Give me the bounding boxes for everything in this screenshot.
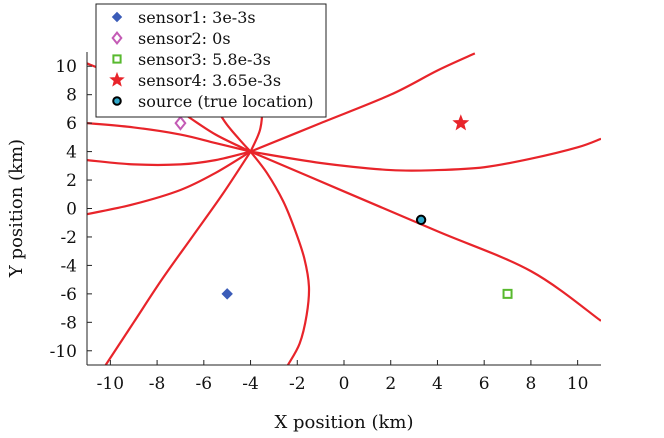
marker-series-4 <box>452 114 470 131</box>
legend-marker <box>112 96 122 106</box>
x-tick-label: -6 <box>196 374 213 394</box>
hyperbola-curve-3 <box>87 150 251 167</box>
legend: sensor1: 3e-3s sensor2: 0s sensor3: 5.8e-3… <box>95 3 327 118</box>
y-tick-label: 10 <box>55 57 77 77</box>
hyperbola-curve-10 <box>250 137 601 172</box>
legend-marker <box>111 11 123 23</box>
legend-marker <box>109 71 125 87</box>
x-tick-label: -4 <box>242 374 259 394</box>
x-tick-label: 0 <box>339 374 350 394</box>
legend-entry-1: sensor1: 3e-3s <box>138 8 256 27</box>
marker-series-2 <box>174 115 187 131</box>
y-tick-label: 6 <box>66 114 77 134</box>
y-tick-label: -8 <box>60 313 77 333</box>
x-tick-label: 2 <box>385 374 396 394</box>
y-axis-title: Y position (km) <box>6 139 27 278</box>
x-tick-label: -2 <box>289 374 306 394</box>
legend-marker <box>111 30 123 46</box>
x-tick-label: 10 <box>567 374 589 394</box>
y-tick-label: -4 <box>60 256 77 276</box>
hyperbola-curve-7 <box>249 150 311 365</box>
legend-marker <box>112 54 122 64</box>
hyperbola-curves <box>87 52 601 365</box>
marker-series-3 <box>502 288 513 299</box>
hyperbola-curve-8 <box>104 150 252 365</box>
hyperbola-curve-11 <box>250 150 601 322</box>
sensor-markers <box>174 114 513 300</box>
marker-series-5 <box>415 214 427 226</box>
y-tick-label: -10 <box>50 342 77 362</box>
x-axis-title: X position (km) <box>274 412 413 433</box>
x-tick-label: 8 <box>525 374 536 394</box>
y-tick-label: -2 <box>60 228 77 248</box>
x-tick-label: 4 <box>432 374 443 394</box>
axis-ticks: -10 -8 -6 -4 -2 0 2 4 6 8 10 -10 -8 -6 -4 -2 0 2 4 6 8 10 <box>50 57 589 394</box>
hyperbola-curve-4 <box>87 150 252 216</box>
y-tick-label: 0 <box>66 200 77 220</box>
legend-entry-2: sensor2: 0s <box>138 29 231 48</box>
y-tick-label: 8 <box>66 86 77 106</box>
hyperbola-curve-2 <box>87 122 251 153</box>
legend-entry-3: sensor3: 5.8e-3s <box>138 50 271 69</box>
marker-series-1 <box>221 288 233 300</box>
legend-entry-5: source (true location) <box>138 92 313 111</box>
axes <box>86 52 601 366</box>
hyperbola-curve-9 <box>250 52 476 153</box>
legend-box <box>95 3 327 118</box>
x-tick-label: -8 <box>149 374 166 394</box>
x-tick-label: 6 <box>479 374 490 394</box>
x-tick-label: -10 <box>97 374 124 394</box>
y-tick-label: -6 <box>60 285 77 305</box>
y-tick-label: 4 <box>66 143 77 163</box>
y-tick-label: 2 <box>66 171 77 191</box>
legend-entry-4: sensor4: 3.65e-3s <box>138 71 281 90</box>
